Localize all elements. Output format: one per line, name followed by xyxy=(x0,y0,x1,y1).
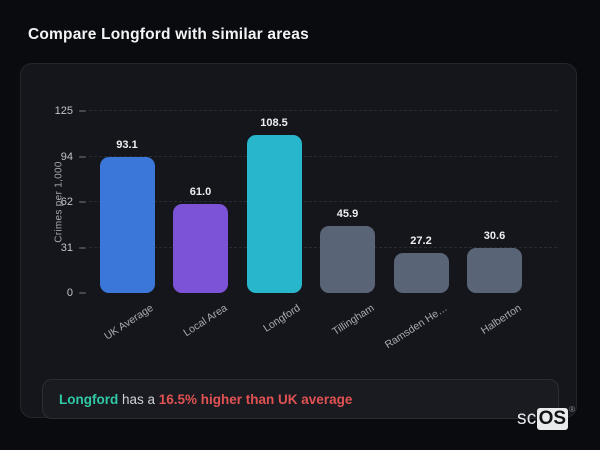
x-axis-label-halberton: Halberton xyxy=(478,302,524,337)
logo-suffix-badge: OS xyxy=(536,408,569,430)
bar-value-label: 108.5 xyxy=(260,117,288,130)
bar-longford[interactable] xyxy=(246,135,302,293)
bar-value-label: 45.9 xyxy=(336,208,359,221)
y-tick-label: 31 xyxy=(60,241,73,254)
y-tick-label: 0 xyxy=(66,287,73,299)
y-tick-mark xyxy=(79,246,86,249)
bar-halberton[interactable] xyxy=(467,248,522,293)
x-axis-label-ramsden-he: Ramsden He… xyxy=(382,302,450,352)
y-tick-mark xyxy=(79,292,86,294)
bar-ramsden-he[interactable] xyxy=(393,253,449,293)
registered-trademark-icon: ® xyxy=(569,405,575,414)
bar-tillingham[interactable] xyxy=(320,226,375,293)
bar-value-label: 61.0 xyxy=(189,186,212,199)
scos-logo: sc OS ® xyxy=(517,405,575,430)
x-axis-label-uk-average: UK Average xyxy=(102,302,156,343)
note-connector-text: has a xyxy=(118,391,159,407)
comparison-note: Longford has a 16.5% higher than UK aver… xyxy=(42,379,559,419)
y-axis: 0 31 62 94 125 xyxy=(21,105,89,299)
y-tick-label: 125 xyxy=(54,105,73,117)
bar-value-label: 27.2 xyxy=(410,235,432,248)
gridline xyxy=(89,201,557,202)
gridline xyxy=(89,155,557,157)
y-tick-mark xyxy=(79,201,86,203)
bar-value-label: 93.1 xyxy=(116,139,138,152)
plot-area: 93.1 UK Average 61.0 Local Area 108.5 Longfor… xyxy=(89,110,561,351)
note-area-name: Longford xyxy=(59,391,119,407)
y-tick-mark xyxy=(79,110,86,112)
y-tick-label: 62 xyxy=(60,196,73,208)
note-stat-text: 16.5% higher than UK average xyxy=(158,391,353,407)
x-axis-label-local-area: Local Area xyxy=(180,302,230,340)
y-tick-label: 94 xyxy=(60,150,73,163)
page-title: Compare Longford with similar areas xyxy=(28,26,309,43)
x-axis-label-longford: Longford xyxy=(261,302,303,335)
bar-local-area[interactable] xyxy=(173,204,228,293)
bar-uk-average[interactable] xyxy=(99,157,155,293)
gridline xyxy=(89,110,557,111)
chart-card: Crimes per 1,000 0 31 62 94 125 93.1 UK Avera… xyxy=(20,63,577,419)
bar-value-label: 30.6 xyxy=(483,230,506,243)
y-tick-mark xyxy=(79,155,86,158)
x-axis-label-tillingham: Tillingham xyxy=(329,302,377,338)
logo-prefix: sc xyxy=(517,408,537,429)
